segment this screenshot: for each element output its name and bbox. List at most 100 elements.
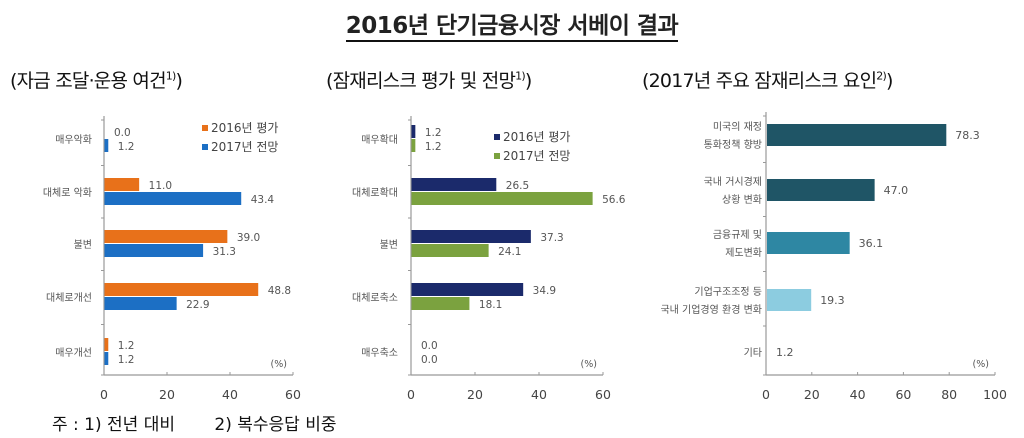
legend-label: 2017년 전망 bbox=[211, 140, 278, 154]
x-tick-label: 0 bbox=[100, 387, 108, 402]
data-label: 22.9 bbox=[186, 299, 209, 311]
data-label: 36.1 bbox=[859, 237, 884, 250]
bar bbox=[411, 297, 470, 310]
category-label: 매우확대 bbox=[361, 134, 398, 146]
page-title: 2016년 단기금융시장 서베이 결과 bbox=[0, 6, 1024, 42]
category-label: 금융규제 및 bbox=[713, 229, 762, 241]
bar bbox=[767, 289, 812, 311]
legend-swatch bbox=[494, 134, 500, 140]
footnotes: 주 : 1) 전년 대비 2) 복수응답 비중 bbox=[52, 410, 371, 435]
bar bbox=[767, 232, 850, 254]
bar bbox=[411, 244, 489, 257]
bar bbox=[104, 244, 204, 257]
legend-swatch bbox=[494, 153, 500, 159]
unit-label: (%) bbox=[271, 359, 287, 370]
legend-label: 2017년 전망 bbox=[503, 149, 570, 163]
data-label: 56.6 bbox=[602, 194, 626, 206]
bar bbox=[411, 230, 531, 243]
category-label: 상황 변화 bbox=[722, 194, 762, 206]
chart2-subtitle: (잠재리스크 평가 및 전망1)) bbox=[326, 69, 532, 92]
bar bbox=[104, 139, 109, 152]
bar bbox=[104, 178, 140, 191]
category-label: 매우개선 bbox=[55, 347, 92, 359]
bar bbox=[411, 192, 593, 205]
x-tick-label: 40 bbox=[222, 387, 238, 402]
data-label: 11.0 bbox=[149, 180, 172, 192]
data-label: 43.4 bbox=[251, 194, 275, 206]
chart3-subtitle-sup: 2) bbox=[876, 69, 886, 83]
bar bbox=[104, 283, 259, 296]
data-label: 48.8 bbox=[268, 285, 291, 297]
x-tick-label: 60 bbox=[895, 387, 911, 402]
footnote-2: 2) 복수응답 비중 bbox=[214, 415, 337, 435]
category-label: 매우축소 bbox=[361, 347, 398, 359]
category-label: 매우악화 bbox=[55, 134, 92, 146]
chart1-subtitle: (자금 조달·운용 여건1)) bbox=[10, 69, 183, 92]
data-label: 1.2 bbox=[118, 354, 135, 366]
chart1-subtitle-sup: 1) bbox=[165, 69, 176, 83]
data-label: 39.0 bbox=[237, 232, 260, 244]
category-label: 기업구조조정 등 bbox=[694, 285, 762, 298]
page-title-text: 2016년 단기금융시장 서베이 결과 bbox=[345, 13, 679, 42]
data-label: 78.3 bbox=[955, 129, 980, 142]
x-tick-label: 60 bbox=[595, 387, 611, 402]
category-label: 대체로확대 bbox=[352, 187, 398, 199]
bar bbox=[104, 352, 109, 365]
x-tick-label: 40 bbox=[531, 387, 547, 402]
x-tick-label: 0 bbox=[407, 387, 415, 402]
legend-swatch bbox=[202, 144, 208, 150]
chart2-subtitle-text: (잠재리스크 평가 및 전망 bbox=[326, 70, 516, 92]
category-label: 통화정책 향방 bbox=[704, 139, 762, 151]
data-label: 1.2 bbox=[425, 141, 442, 153]
data-label: 1.2 bbox=[425, 127, 442, 139]
data-label: 18.1 bbox=[479, 299, 502, 311]
bar bbox=[104, 192, 242, 205]
bar bbox=[104, 338, 109, 351]
data-label: 0.0 bbox=[421, 354, 438, 366]
unit-label: (%) bbox=[973, 359, 989, 370]
legend-label: 2016년 평가 bbox=[503, 130, 570, 144]
chart3-subtitle: (2017년 주요 잠재리스크 요인2)) bbox=[642, 69, 893, 92]
bar bbox=[104, 297, 177, 310]
data-label: 1.2 bbox=[776, 346, 794, 359]
legend-swatch bbox=[202, 125, 208, 131]
category-label: 기타 bbox=[744, 347, 762, 359]
x-tick-label: 20 bbox=[159, 387, 175, 402]
x-tick-label: 60 bbox=[285, 387, 301, 402]
data-label: 0.0 bbox=[421, 340, 438, 352]
bar bbox=[767, 179, 875, 201]
category-label: 불변 bbox=[380, 239, 398, 251]
data-label: 47.0 bbox=[884, 184, 909, 197]
category-label: 불변 bbox=[74, 239, 92, 251]
category-label: 국내 기업경영 환경 변화 bbox=[660, 303, 762, 316]
x-tick-label: 0 bbox=[762, 387, 770, 402]
legend-label: 2016년 평가 bbox=[211, 121, 278, 135]
category-label: 대체로축소 bbox=[352, 292, 398, 304]
data-label: 26.5 bbox=[506, 180, 529, 192]
x-tick-label: 80 bbox=[941, 387, 957, 402]
category-label: 대체로 악화 bbox=[43, 187, 92, 199]
data-label: 24.1 bbox=[498, 246, 521, 258]
x-tick-label: 20 bbox=[804, 387, 820, 402]
data-label: 1.2 bbox=[118, 340, 135, 352]
category-label: 미국의 재정 bbox=[713, 121, 762, 133]
category-label: 대체로개선 bbox=[46, 292, 92, 304]
bar bbox=[411, 283, 524, 296]
x-tick-label: 100 bbox=[983, 387, 1007, 402]
chart3-subtitle-text: (2017년 주요 잠재리스크 요인 bbox=[642, 70, 877, 92]
category-label: 제도변화 bbox=[725, 247, 762, 259]
unit-label: (%) bbox=[581, 359, 597, 370]
category-label: 국내 거시경제 bbox=[704, 175, 762, 188]
x-tick-label: 20 bbox=[467, 387, 483, 402]
bar bbox=[767, 124, 947, 146]
x-tick-label: 40 bbox=[850, 387, 866, 402]
bar bbox=[104, 230, 228, 243]
data-label: 1.2 bbox=[118, 141, 135, 153]
data-label: 34.9 bbox=[533, 285, 556, 297]
footnote-1: 주 : 1) 전년 대비 bbox=[52, 415, 175, 435]
chart2-subtitle-sup: 1) bbox=[515, 69, 525, 83]
bar bbox=[411, 139, 416, 152]
chart1-subtitle-text: (자금 조달·운용 여건 bbox=[10, 70, 167, 92]
data-label: 19.3 bbox=[820, 294, 845, 307]
